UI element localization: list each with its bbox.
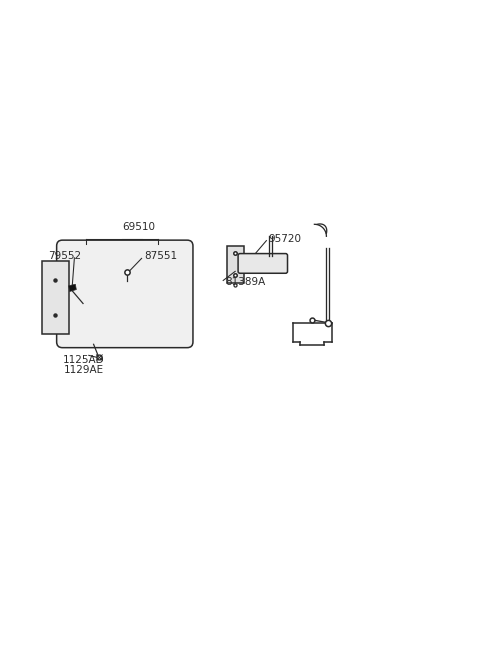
FancyBboxPatch shape — [238, 253, 288, 273]
Text: 79552: 79552 — [48, 252, 81, 261]
Text: 87551: 87551 — [144, 252, 177, 261]
Text: 95720: 95720 — [269, 234, 302, 244]
FancyBboxPatch shape — [227, 246, 244, 283]
Polygon shape — [69, 284, 76, 291]
Text: 81389A: 81389A — [226, 277, 266, 287]
Text: 69510: 69510 — [123, 221, 156, 231]
Text: 1129AE: 1129AE — [64, 365, 104, 375]
FancyBboxPatch shape — [42, 261, 69, 334]
FancyBboxPatch shape — [57, 240, 193, 348]
Text: 1125AD: 1125AD — [63, 355, 105, 365]
